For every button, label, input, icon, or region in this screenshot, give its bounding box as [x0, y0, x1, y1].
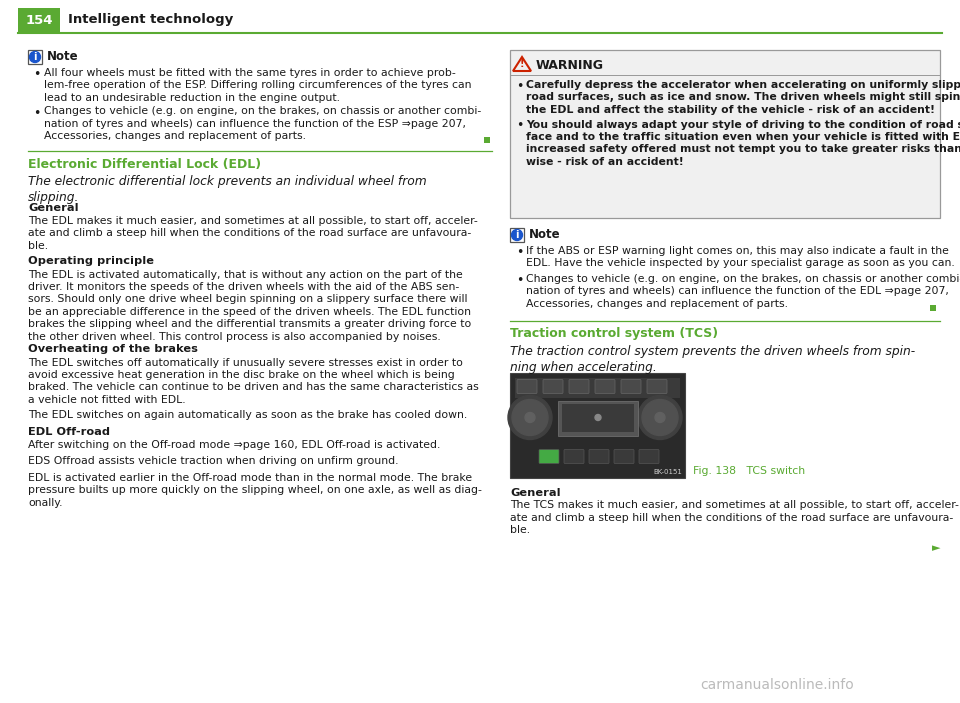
Text: Changes to vehicle (e.g. on engine, on the brakes, on chassis or another combi-
: Changes to vehicle (e.g. on engine, on t…	[526, 274, 960, 309]
Text: After switching on the Off-road mode ⇒page 160, EDL Off-road is activated.: After switching on the Off-road mode ⇒pa…	[28, 440, 441, 450]
FancyBboxPatch shape	[621, 380, 641, 394]
Text: Changes to vehicle (e.g. on engine, on the brakes, on chassis or another combi-
: Changes to vehicle (e.g. on engine, on t…	[44, 106, 481, 141]
FancyBboxPatch shape	[930, 304, 936, 311]
Circle shape	[30, 51, 40, 63]
Text: Intelligent technology: Intelligent technology	[68, 13, 233, 27]
Circle shape	[642, 399, 678, 435]
Text: 154: 154	[25, 13, 53, 27]
Circle shape	[595, 415, 601, 420]
Text: •: •	[516, 246, 523, 259]
Text: The EDL is activated automatically, that is without any action on the part of th: The EDL is activated automatically, that…	[28, 269, 471, 342]
Text: •: •	[516, 274, 523, 287]
Text: Fig. 138   TCS switch: Fig. 138 TCS switch	[693, 465, 805, 475]
Text: Electronic Differential Lock (EDL): Electronic Differential Lock (EDL)	[28, 158, 261, 171]
FancyBboxPatch shape	[564, 449, 584, 463]
Text: carmanualsonline.info: carmanualsonline.info	[700, 678, 853, 692]
FancyBboxPatch shape	[589, 449, 609, 463]
FancyBboxPatch shape	[639, 449, 659, 463]
Text: •: •	[33, 68, 40, 81]
FancyBboxPatch shape	[510, 50, 940, 218]
Text: General: General	[510, 487, 561, 498]
Text: Overheating of the brakes: Overheating of the brakes	[28, 344, 198, 354]
Circle shape	[512, 399, 548, 435]
Text: i: i	[34, 52, 36, 62]
FancyBboxPatch shape	[18, 8, 60, 32]
Text: Carefully depress the accelerator when accelerating on uniformly slippery
road s: Carefully depress the accelerator when a…	[526, 80, 960, 115]
FancyBboxPatch shape	[28, 50, 42, 64]
FancyBboxPatch shape	[647, 380, 667, 394]
FancyBboxPatch shape	[562, 404, 634, 432]
Text: Note: Note	[529, 228, 561, 242]
Text: •: •	[516, 120, 523, 132]
Text: i: i	[516, 230, 518, 240]
FancyBboxPatch shape	[515, 378, 680, 397]
FancyBboxPatch shape	[569, 380, 589, 394]
Text: EDL is activated earlier in the Off-road mode than in the normal mode. The brake: EDL is activated earlier in the Off-road…	[28, 473, 482, 508]
Text: •: •	[33, 106, 40, 120]
Text: EDL Off-road: EDL Off-road	[28, 427, 110, 437]
Text: You should always adapt your style of driving to the condition of road sur-
face: You should always adapt your style of dr…	[526, 120, 960, 167]
Text: BK-0151: BK-0151	[653, 468, 682, 475]
Text: General: General	[28, 203, 79, 213]
FancyBboxPatch shape	[517, 380, 537, 394]
FancyBboxPatch shape	[614, 449, 634, 463]
FancyBboxPatch shape	[510, 373, 685, 477]
Text: If the ABS or ESP warning light comes on, this may also indicate a fault in the
: If the ABS or ESP warning light comes on…	[526, 246, 955, 269]
Circle shape	[508, 396, 552, 439]
Text: EDS Offroad assists vehicle traction when driving on unfirm ground.: EDS Offroad assists vehicle traction whe…	[28, 456, 398, 467]
Text: WARNING: WARNING	[536, 59, 604, 72]
FancyBboxPatch shape	[539, 449, 559, 463]
Text: The EDL switches on again automatically as soon as the brake has cooled down.: The EDL switches on again automatically …	[28, 410, 468, 420]
Text: •: •	[516, 80, 523, 93]
Text: The traction control system prevents the driven wheels from spin-
ning when acce: The traction control system prevents the…	[510, 344, 915, 374]
Circle shape	[638, 396, 682, 439]
Circle shape	[655, 413, 665, 423]
FancyBboxPatch shape	[595, 380, 615, 394]
Text: The EDL switches off automatically if unusually severe stresses exist in order t: The EDL switches off automatically if un…	[28, 358, 479, 405]
FancyBboxPatch shape	[558, 401, 638, 435]
FancyBboxPatch shape	[484, 137, 490, 143]
Text: Traction control system (TCS): Traction control system (TCS)	[510, 328, 718, 340]
FancyBboxPatch shape	[510, 228, 524, 242]
Text: ►: ►	[932, 543, 941, 553]
Text: !: !	[519, 59, 524, 69]
Circle shape	[525, 413, 535, 423]
Circle shape	[512, 229, 522, 240]
Text: The TCS makes it much easier, and sometimes at all possible, to start off, accel: The TCS makes it much easier, and someti…	[510, 501, 959, 535]
Text: All four wheels must be fitted with the same tyres in order to achieve prob-
lem: All four wheels must be fitted with the …	[44, 68, 471, 103]
Text: The electronic differential lock prevents an individual wheel from
slipping.: The electronic differential lock prevent…	[28, 175, 426, 205]
Text: Operating principle: Operating principle	[28, 257, 154, 266]
Text: Note: Note	[47, 51, 79, 63]
Text: The EDL makes it much easier, and sometimes at all possible, to start off, accel: The EDL makes it much easier, and someti…	[28, 216, 478, 251]
FancyBboxPatch shape	[543, 380, 563, 394]
